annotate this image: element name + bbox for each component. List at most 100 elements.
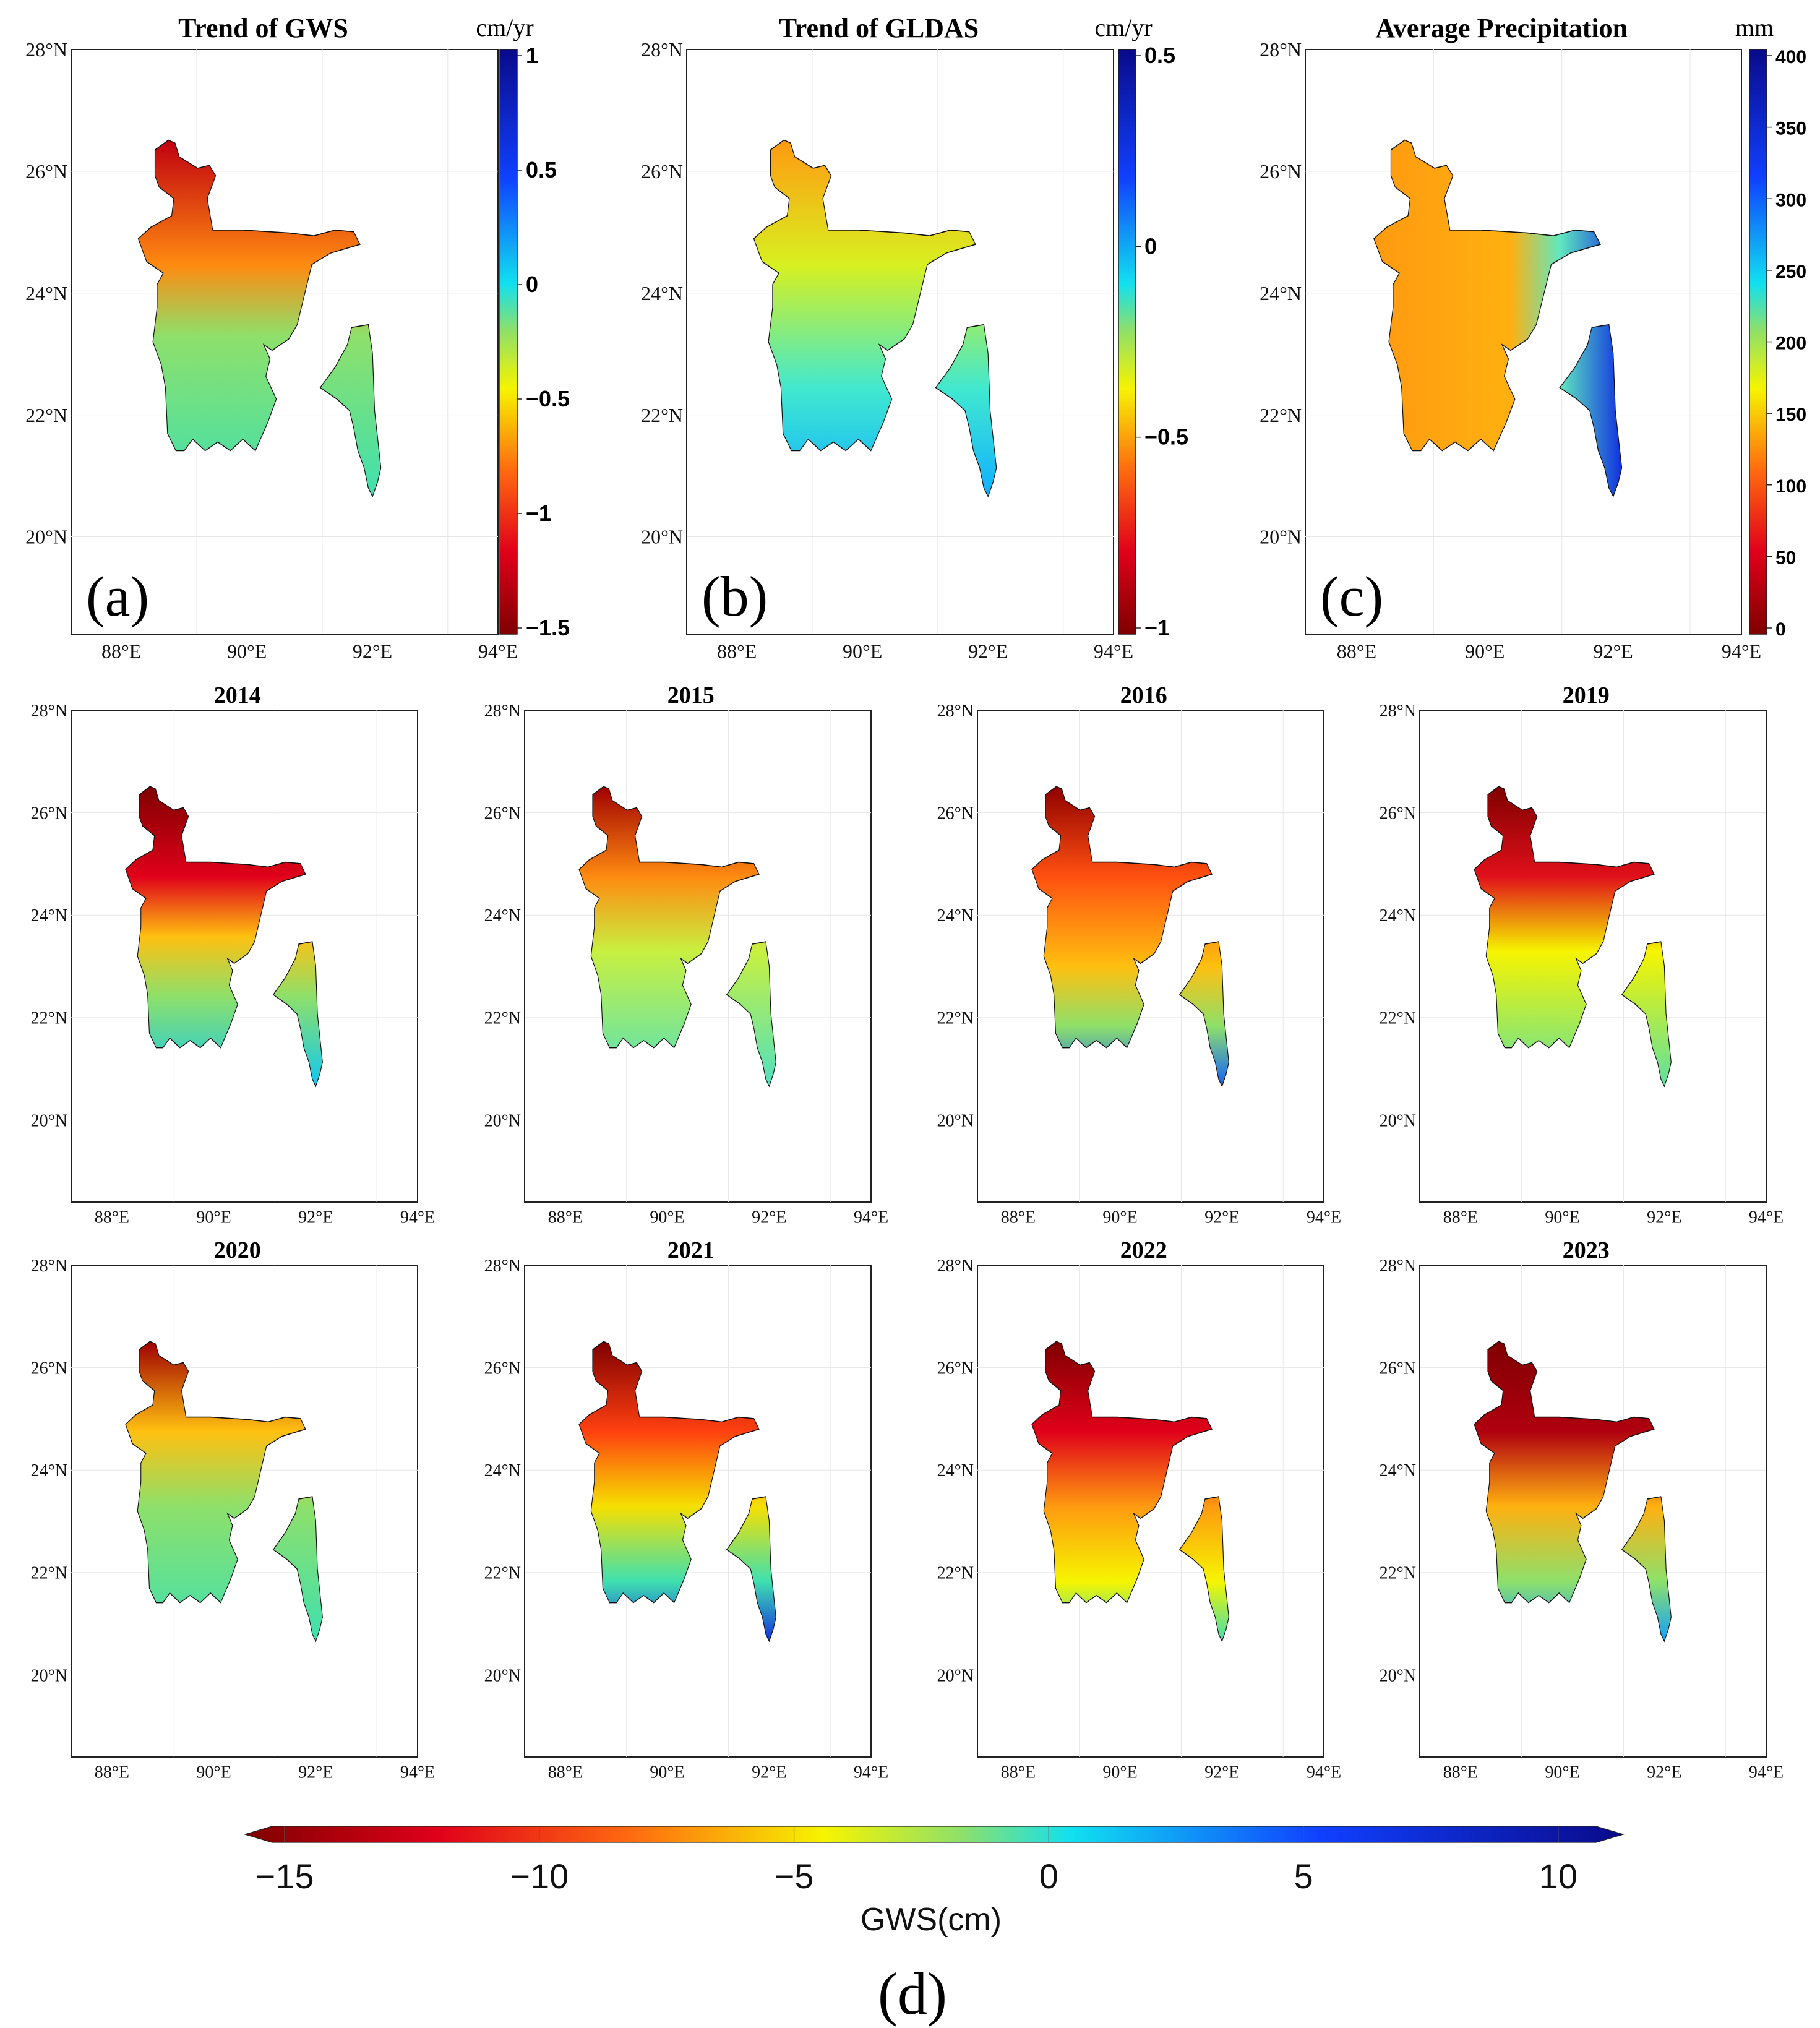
year-2020-lon-label: 92°E (298, 1763, 333, 1782)
panel-b-title: Trend of GLDAS (779, 13, 979, 43)
gws-colorbar-tick: 0 (1039, 1857, 1058, 1896)
year-2023-lat-label: 20°N (1380, 1666, 1416, 1685)
year-2022-lat-label: 26°N (937, 1359, 974, 1378)
year-2014-lat-label: 20°N (31, 1111, 67, 1130)
panel-b-label: (b) (702, 565, 768, 628)
year-2016-lon-label: 90°E (1102, 1208, 1137, 1227)
year-2015-lon-label: 90°E (650, 1208, 684, 1227)
panel-c-lon-label: 88°E (1337, 640, 1376, 662)
year-2020-lat-label: 22°N (31, 1564, 67, 1583)
year-2023-title: 2023 (1563, 1237, 1610, 1263)
panel-a-lat-label: 28°N (25, 38, 67, 61)
year-2016-lon-label: 94°E (1307, 1208, 1341, 1227)
year-2023-lon-label: 90°E (1545, 1763, 1579, 1782)
panel-a-lon-label: 88°E (101, 640, 141, 662)
panel-c-lat-label: 22°N (1260, 404, 1302, 426)
panel-c-unit: mm (1735, 14, 1774, 41)
panel-b-colorbar-tick: −1 (1144, 615, 1170, 640)
panel-c-colorbar (1749, 49, 1767, 635)
gws-colorbar: −15 −10 −5 0 5 10 GWS(cm) (243, 1826, 1625, 1938)
year-2015-lat-label: 28°N (484, 702, 521, 721)
year-2016-title: 2016 (1120, 682, 1167, 708)
year-2021-lat-label: 28°N (484, 1257, 521, 1276)
panel-a-colorbar-tick: −1 (526, 501, 551, 526)
year-2015-lon-label: 88°E (548, 1208, 583, 1227)
panel-a-lat-label: 20°N (25, 526, 67, 548)
panel-b-lat-label: 20°N (641, 526, 683, 548)
year-2016-lat-label: 22°N (937, 1009, 974, 1028)
gws-colorbar-tick: −10 (510, 1857, 569, 1896)
year-panel-2021: 28°N 26°N 24°N 22°N 20°N 88°E 90°E 92°E 94°E 2021 (484, 1237, 889, 1782)
panel-a-lat-label: 22°N (25, 404, 67, 426)
panel-a-colorbar-tick: 0.5 (526, 157, 557, 183)
year-2014-lat-label: 22°N (31, 1009, 67, 1028)
panel-b-lat-label: 24°N (641, 282, 683, 304)
year-2022-lon-label: 92°E (1204, 1763, 1239, 1782)
year-2021-title: 2021 (667, 1237, 715, 1263)
year-2014-lat-label: 26°N (31, 804, 67, 823)
year-2014-lon-label: 88°E (95, 1208, 129, 1227)
year-2021-lat-label: 24°N (484, 1461, 521, 1480)
year-panel-2014: 28°N 26°N 24°N 22°N 20°N 88°E 90°E 92°E 94°E 2014 (31, 682, 436, 1227)
year-2022-lon-label: 90°E (1102, 1763, 1137, 1782)
year-2020-lon-label: 90°E (196, 1763, 231, 1782)
panel-c-colorbar-tick: 200 (1775, 333, 1806, 354)
gws-colorbar-tick: 10 (1539, 1857, 1577, 1896)
panel-a-lat-label: 24°N (25, 282, 67, 304)
year-2022-lon-label: 94°E (1307, 1763, 1341, 1782)
year-2015-lon-label: 94°E (854, 1208, 888, 1227)
year-2014-lon-label: 92°E (298, 1208, 333, 1227)
year-panel-2015: 28°N 26°N 24°N 22°N 20°N 88°E 90°E 92°E 94°E 2015 (484, 682, 889, 1227)
year-2015-title: 2015 (667, 682, 715, 708)
year-2019-lon-label: 94°E (1749, 1208, 1784, 1227)
panel-c-colorbar-tick: 150 (1775, 405, 1806, 425)
year-2019-lat-label: 22°N (1380, 1009, 1416, 1028)
year-2021-lon-label: 94°E (854, 1763, 888, 1782)
panel-c-lat-label: 26°N (1260, 160, 1302, 183)
year-2022-lon-label: 88°E (1001, 1763, 1036, 1782)
panel-a-lat-label: 26°N (25, 160, 67, 183)
year-panel-2019: 28°N 26°N 24°N 22°N 20°N 88°E 90°E 92°E 94°E 2019 (1380, 682, 1784, 1227)
gws-colorbar-bar (243, 1826, 1625, 1843)
year-2020-title: 2020 (214, 1237, 261, 1263)
year-2015-lat-label: 22°N (484, 1009, 521, 1028)
year-2020-lat-label: 20°N (31, 1666, 67, 1685)
year-2020-lat-label: 28°N (31, 1257, 67, 1276)
panel-c-lon-label: 90°E (1465, 640, 1505, 662)
year-2016-lat-label: 26°N (937, 804, 974, 823)
year-2022-lat-label: 24°N (937, 1461, 974, 1480)
year-2023-lat-label: 28°N (1380, 1257, 1416, 1276)
panel-c-lon-label: 94°E (1722, 640, 1761, 662)
year-2019-lon-label: 88°E (1443, 1208, 1478, 1227)
year-2015-lat-label: 20°N (484, 1111, 521, 1130)
panel-a-colorbar-tick: −0.5 (526, 386, 570, 411)
year-2022-lat-label: 28°N (937, 1257, 974, 1276)
year-2023-lat-label: 24°N (1380, 1461, 1416, 1480)
year-2015-lat-label: 26°N (484, 804, 521, 823)
panel-a-label: (a) (86, 565, 149, 628)
year-2019-lat-label: 20°N (1380, 1111, 1416, 1130)
year-2019-lon-label: 92°E (1647, 1208, 1681, 1227)
panel-a-unit: cm/yr (476, 14, 533, 41)
year-2023-lon-label: 94°E (1749, 1763, 1784, 1782)
year-2016-lat-label: 28°N (937, 702, 974, 721)
year-2014-lon-label: 90°E (196, 1208, 231, 1227)
year-panel-2016: 28°N 26°N 24°N 22°N 20°N 88°E 90°E 92°E 94°E 2016 (937, 682, 1342, 1227)
panel-c-lon-label: 92°E (1593, 640, 1633, 662)
panel-b-colorbar (1118, 49, 1136, 635)
year-2023-lon-label: 88°E (1443, 1763, 1478, 1782)
year-2020-lat-label: 24°N (31, 1461, 67, 1480)
year-2020-lon-label: 94°E (400, 1763, 435, 1782)
panel-b-colorbar-tick: 0 (1144, 233, 1157, 259)
year-2015-lon-label: 92°E (752, 1208, 786, 1227)
year-2021-lon-label: 90°E (650, 1763, 684, 1782)
year-2023-lat-label: 22°N (1380, 1564, 1416, 1583)
year-2019-lon-label: 90°E (1545, 1208, 1579, 1227)
panel-a-lon-label: 92°E (353, 640, 392, 662)
year-2022-lat-label: 22°N (937, 1564, 974, 1583)
panel-b-lon-label: 88°E (717, 640, 757, 662)
year-2021-lon-label: 92°E (752, 1763, 786, 1782)
panel-a-lon-label: 90°E (227, 640, 267, 662)
panel-c-colorbar-tick: 250 (1775, 262, 1806, 282)
year-2021-lat-label: 20°N (484, 1666, 521, 1685)
